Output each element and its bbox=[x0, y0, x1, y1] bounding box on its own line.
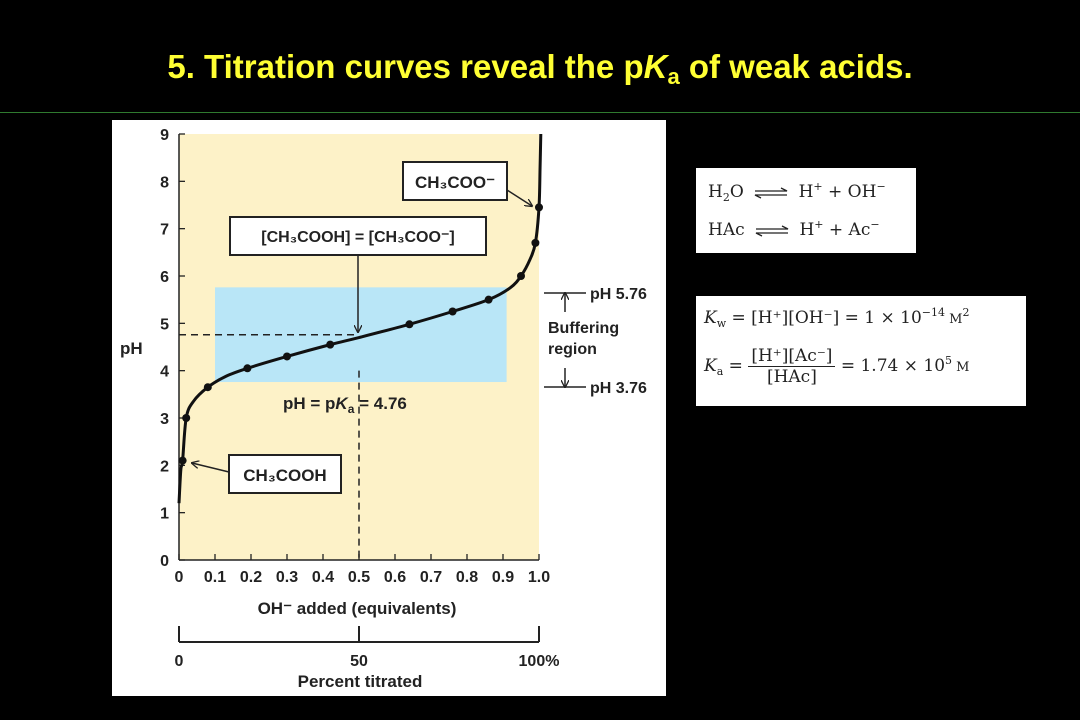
ka-equation: Ka = [H⁺][Ac⁻] [HAc] = 1.74 × 105 M bbox=[704, 346, 970, 387]
data-point bbox=[203, 383, 212, 392]
ph-upper-label: pH 5.76 bbox=[590, 286, 647, 303]
equilibrium-arrows-icon bbox=[755, 224, 789, 237]
x-tick-label: 0.2 bbox=[240, 569, 262, 586]
acid-arrow bbox=[192, 463, 230, 473]
titration-chart: 0 0.1 0.2 0.3 0.4 0.5 0.6 0.7 0.8 0.9 1.0 0 1 2 3 4 5 6 7 8… bbox=[120, 127, 647, 691]
x-tick-label: 0.6 bbox=[384, 569, 406, 586]
data-point bbox=[326, 340, 335, 349]
data-point bbox=[535, 203, 543, 212]
percent-tick-50: 50 bbox=[350, 653, 368, 670]
x-tick-label: 0.8 bbox=[456, 569, 478, 586]
data-point bbox=[531, 238, 540, 247]
acid-equilibrium: HAc H+ + Ac− bbox=[708, 218, 880, 240]
acetate-label: CH₃COO⁻ bbox=[415, 173, 495, 192]
data-point bbox=[243, 364, 252, 373]
y-tick-label: 2 bbox=[160, 458, 169, 475]
title-end: of weak acids. bbox=[679, 48, 913, 85]
equality-box bbox=[229, 216, 487, 256]
y-tick-label: 8 bbox=[160, 174, 169, 191]
water-equilibrium: H2O H+ + OH− bbox=[708, 180, 886, 204]
acid-label: CH₃COOH bbox=[243, 466, 326, 485]
y-axis-label: pH bbox=[120, 339, 143, 358]
acid-box bbox=[228, 454, 342, 494]
equilibrium-equations: H2O H+ + OH− HAc H+ + Ac− bbox=[696, 168, 916, 253]
x-tick-label: 0.7 bbox=[420, 569, 442, 586]
titration-curve bbox=[177, 133, 543, 504]
y-tick-label: 1 bbox=[160, 506, 169, 523]
equilibrium-arrows-icon bbox=[754, 186, 788, 199]
percent-axis-label: Percent titrated bbox=[298, 672, 423, 691]
data-point bbox=[182, 414, 191, 422]
buffering-label-1: Buffering bbox=[548, 320, 619, 337]
buffering-label-2: region bbox=[548, 341, 597, 358]
acetate-box bbox=[402, 161, 508, 201]
kw-equation: Kw = [H⁺][OH⁻] = 1 × 10−14 M2 bbox=[704, 306, 970, 330]
ka-fraction: [H⁺][Ac⁻] [HAc] bbox=[748, 346, 836, 387]
data-point bbox=[178, 456, 187, 465]
y-tick-label: 4 bbox=[160, 364, 169, 381]
slide-title: 5. Titration curves reveal the pKa of we… bbox=[0, 48, 1080, 90]
y-tick-label: 9 bbox=[160, 127, 169, 144]
pka-label: pH = pKa = 4.76 bbox=[283, 394, 407, 416]
title-main: 5. Titration curves reveal the p bbox=[167, 48, 644, 85]
x-tick-label: 0.3 bbox=[276, 569, 298, 586]
buffering-bracket bbox=[544, 293, 586, 387]
x-axis-label: OH⁻ added (equivalents) bbox=[258, 599, 457, 618]
data-point bbox=[484, 295, 493, 304]
y-tick-label: 6 bbox=[160, 269, 169, 286]
data-point bbox=[517, 272, 525, 280]
axis-ticks: 0 0.1 0.2 0.3 0.4 0.5 0.6 0.7 0.8 0.9 1.0 0 1 2 3 4 5 6 7 8… bbox=[160, 127, 550, 586]
x-tick-label: 0 bbox=[175, 569, 184, 586]
x-tick-label: 1.0 bbox=[528, 569, 550, 586]
buffering-region-shade bbox=[215, 287, 507, 383]
titration-figure: 0 0.1 0.2 0.3 0.4 0.5 0.6 0.7 0.8 0.9 1.0 0 1 2 3 4 5 6 7 8… bbox=[112, 120, 666, 696]
data-point bbox=[283, 352, 291, 361]
data-points bbox=[178, 203, 543, 465]
title-k: K bbox=[643, 48, 668, 85]
y-tick-label: 7 bbox=[160, 222, 169, 239]
title-sub: a bbox=[667, 64, 680, 89]
equality-label: [CH₃COOH] = [CH₃COO⁻] bbox=[261, 229, 454, 246]
percent-tick-100: 100% bbox=[519, 653, 560, 670]
data-point bbox=[405, 320, 414, 329]
y-tick-label: 3 bbox=[160, 411, 169, 428]
x-tick-label: 0.4 bbox=[312, 569, 334, 586]
y-tick-label: 0 bbox=[160, 553, 169, 570]
x-tick-label: 0.5 bbox=[348, 569, 370, 586]
x-tick-label: 0.1 bbox=[204, 569, 226, 586]
percent-tick-0: 0 bbox=[175, 653, 184, 670]
y-tick-label: 5 bbox=[160, 316, 169, 333]
x-tick-label: 0.9 bbox=[492, 569, 514, 586]
ph-lower-label: pH 3.76 bbox=[590, 380, 647, 397]
acetate-arrow bbox=[506, 189, 532, 206]
title-divider bbox=[0, 112, 1080, 113]
constant-equations: Kw = [H⁺][OH⁻] = 1 × 10−14 M2 Ka = [H⁺][… bbox=[696, 296, 1026, 406]
data-point bbox=[448, 307, 457, 316]
